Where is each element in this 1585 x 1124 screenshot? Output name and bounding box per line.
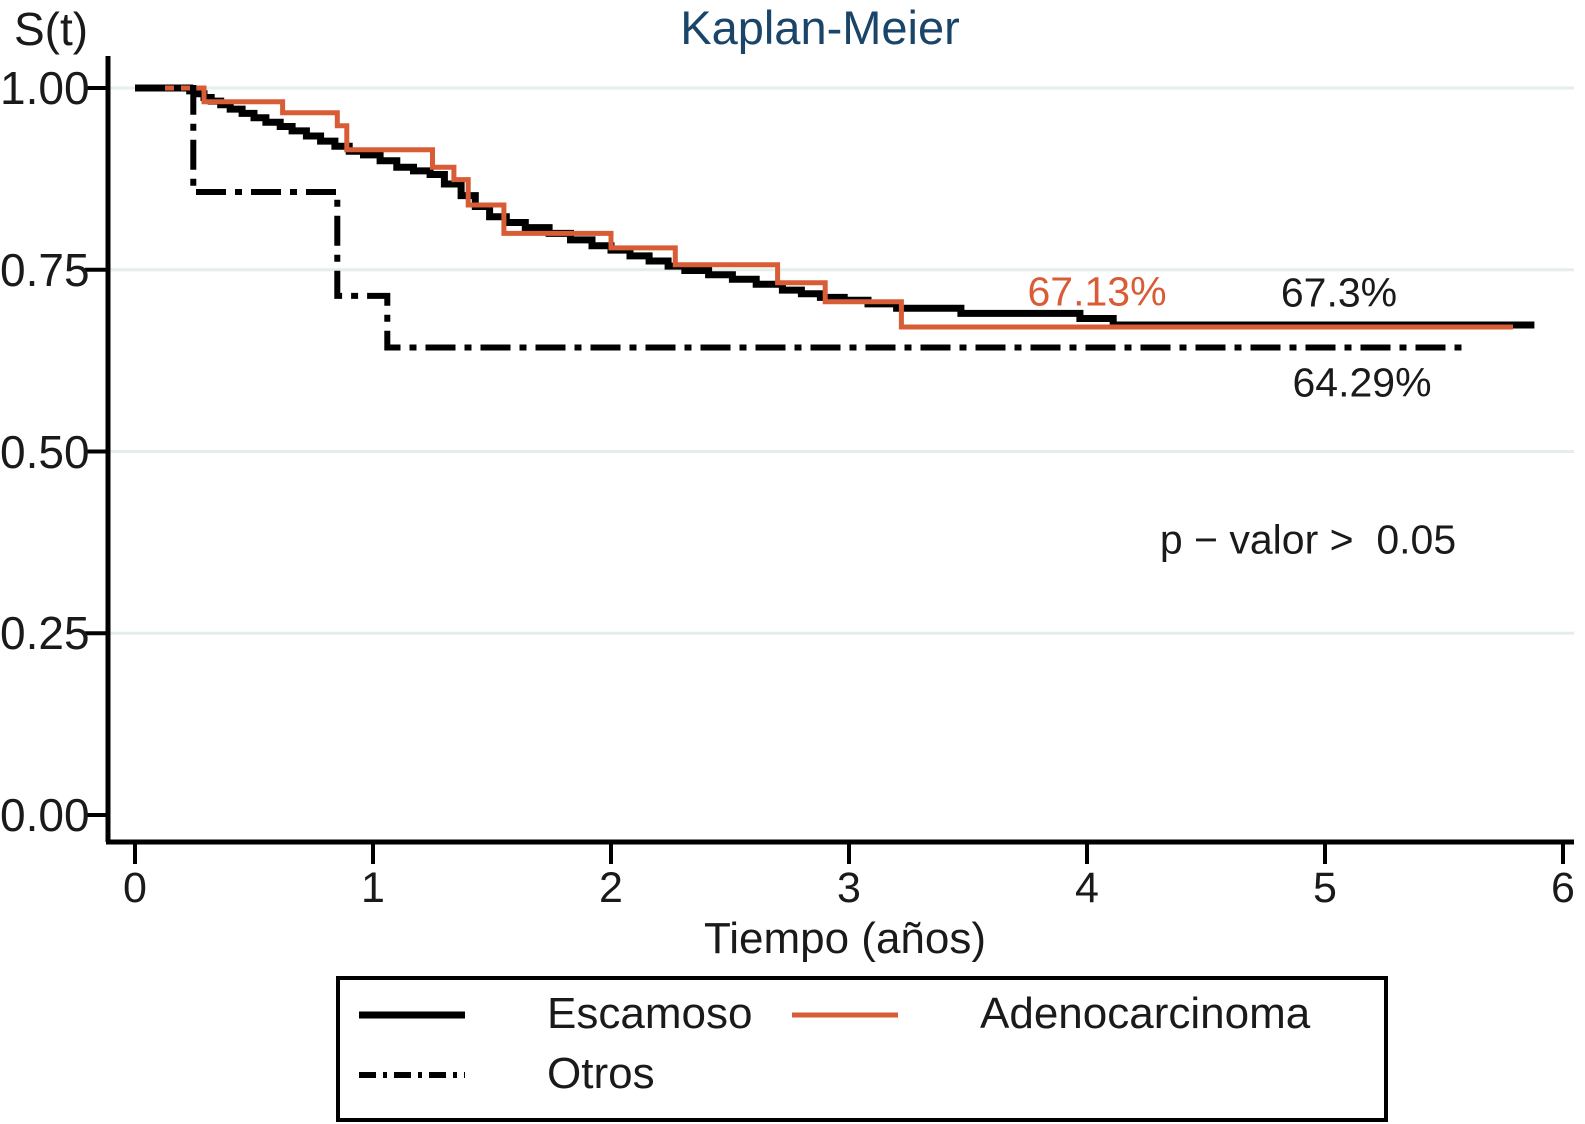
x-tick-label-6: 6: [1551, 864, 1575, 912]
x-axis-title: Tiempo (años): [703, 914, 987, 963]
x-tick-label-1: 1: [361, 864, 385, 912]
y-tick-label-0.75: 0.75: [0, 243, 90, 296]
y-tick-label-0.50: 0.50: [0, 425, 90, 478]
legend-line-sample-otros: [359, 1068, 465, 1080]
legend-label-escamoso: Escamoso: [547, 989, 753, 1038]
legend-item-escamoso: Escamoso: [359, 989, 753, 1038]
y-tick-label-1.00: 1.00: [0, 62, 90, 114]
annotation-p-value: p − valor > 0.05: [1159, 516, 1457, 563]
legend-item-otros: Otros: [359, 1049, 655, 1098]
legend-label-otros: Otros: [547, 1049, 655, 1098]
y-tick-label-0.00: 0.00: [0, 789, 90, 841]
legend-line-sample-escamoso: [359, 1008, 465, 1020]
annotation-adenocarcinoma-final-pct: 67.13%: [1027, 268, 1167, 315]
legend-label-adenocarcinoma: Adenocarcinoma: [980, 989, 1311, 1038]
x-tick-label-2: 2: [599, 864, 623, 912]
legend-line-sample-adenocarcinoma: [792, 1008, 898, 1020]
annotation-otros-final-pct: 64.29%: [1292, 359, 1432, 406]
legend-item-adenocarcinoma: Adenocarcinoma: [792, 989, 1311, 1038]
y-axis-title: S(t): [14, 3, 89, 55]
legend-box: Escamoso Adenocarcinoma Otros: [336, 976, 1388, 1122]
curve-adenocarcinoma: [135, 85, 1513, 330]
y-tick-label-0.25: 0.25: [0, 607, 90, 660]
x-tick-label-5: 5: [1313, 864, 1337, 912]
x-tick-label-4: 4: [1075, 864, 1099, 912]
chart-title: Kaplan-Meier: [680, 1, 960, 54]
x-tick-label-3: 3: [837, 864, 861, 912]
curve-otros: [135, 85, 1471, 351]
x-tick-label-0: 0: [123, 864, 147, 912]
annotation-escamoso-final-pct: 67.3%: [1280, 269, 1398, 316]
